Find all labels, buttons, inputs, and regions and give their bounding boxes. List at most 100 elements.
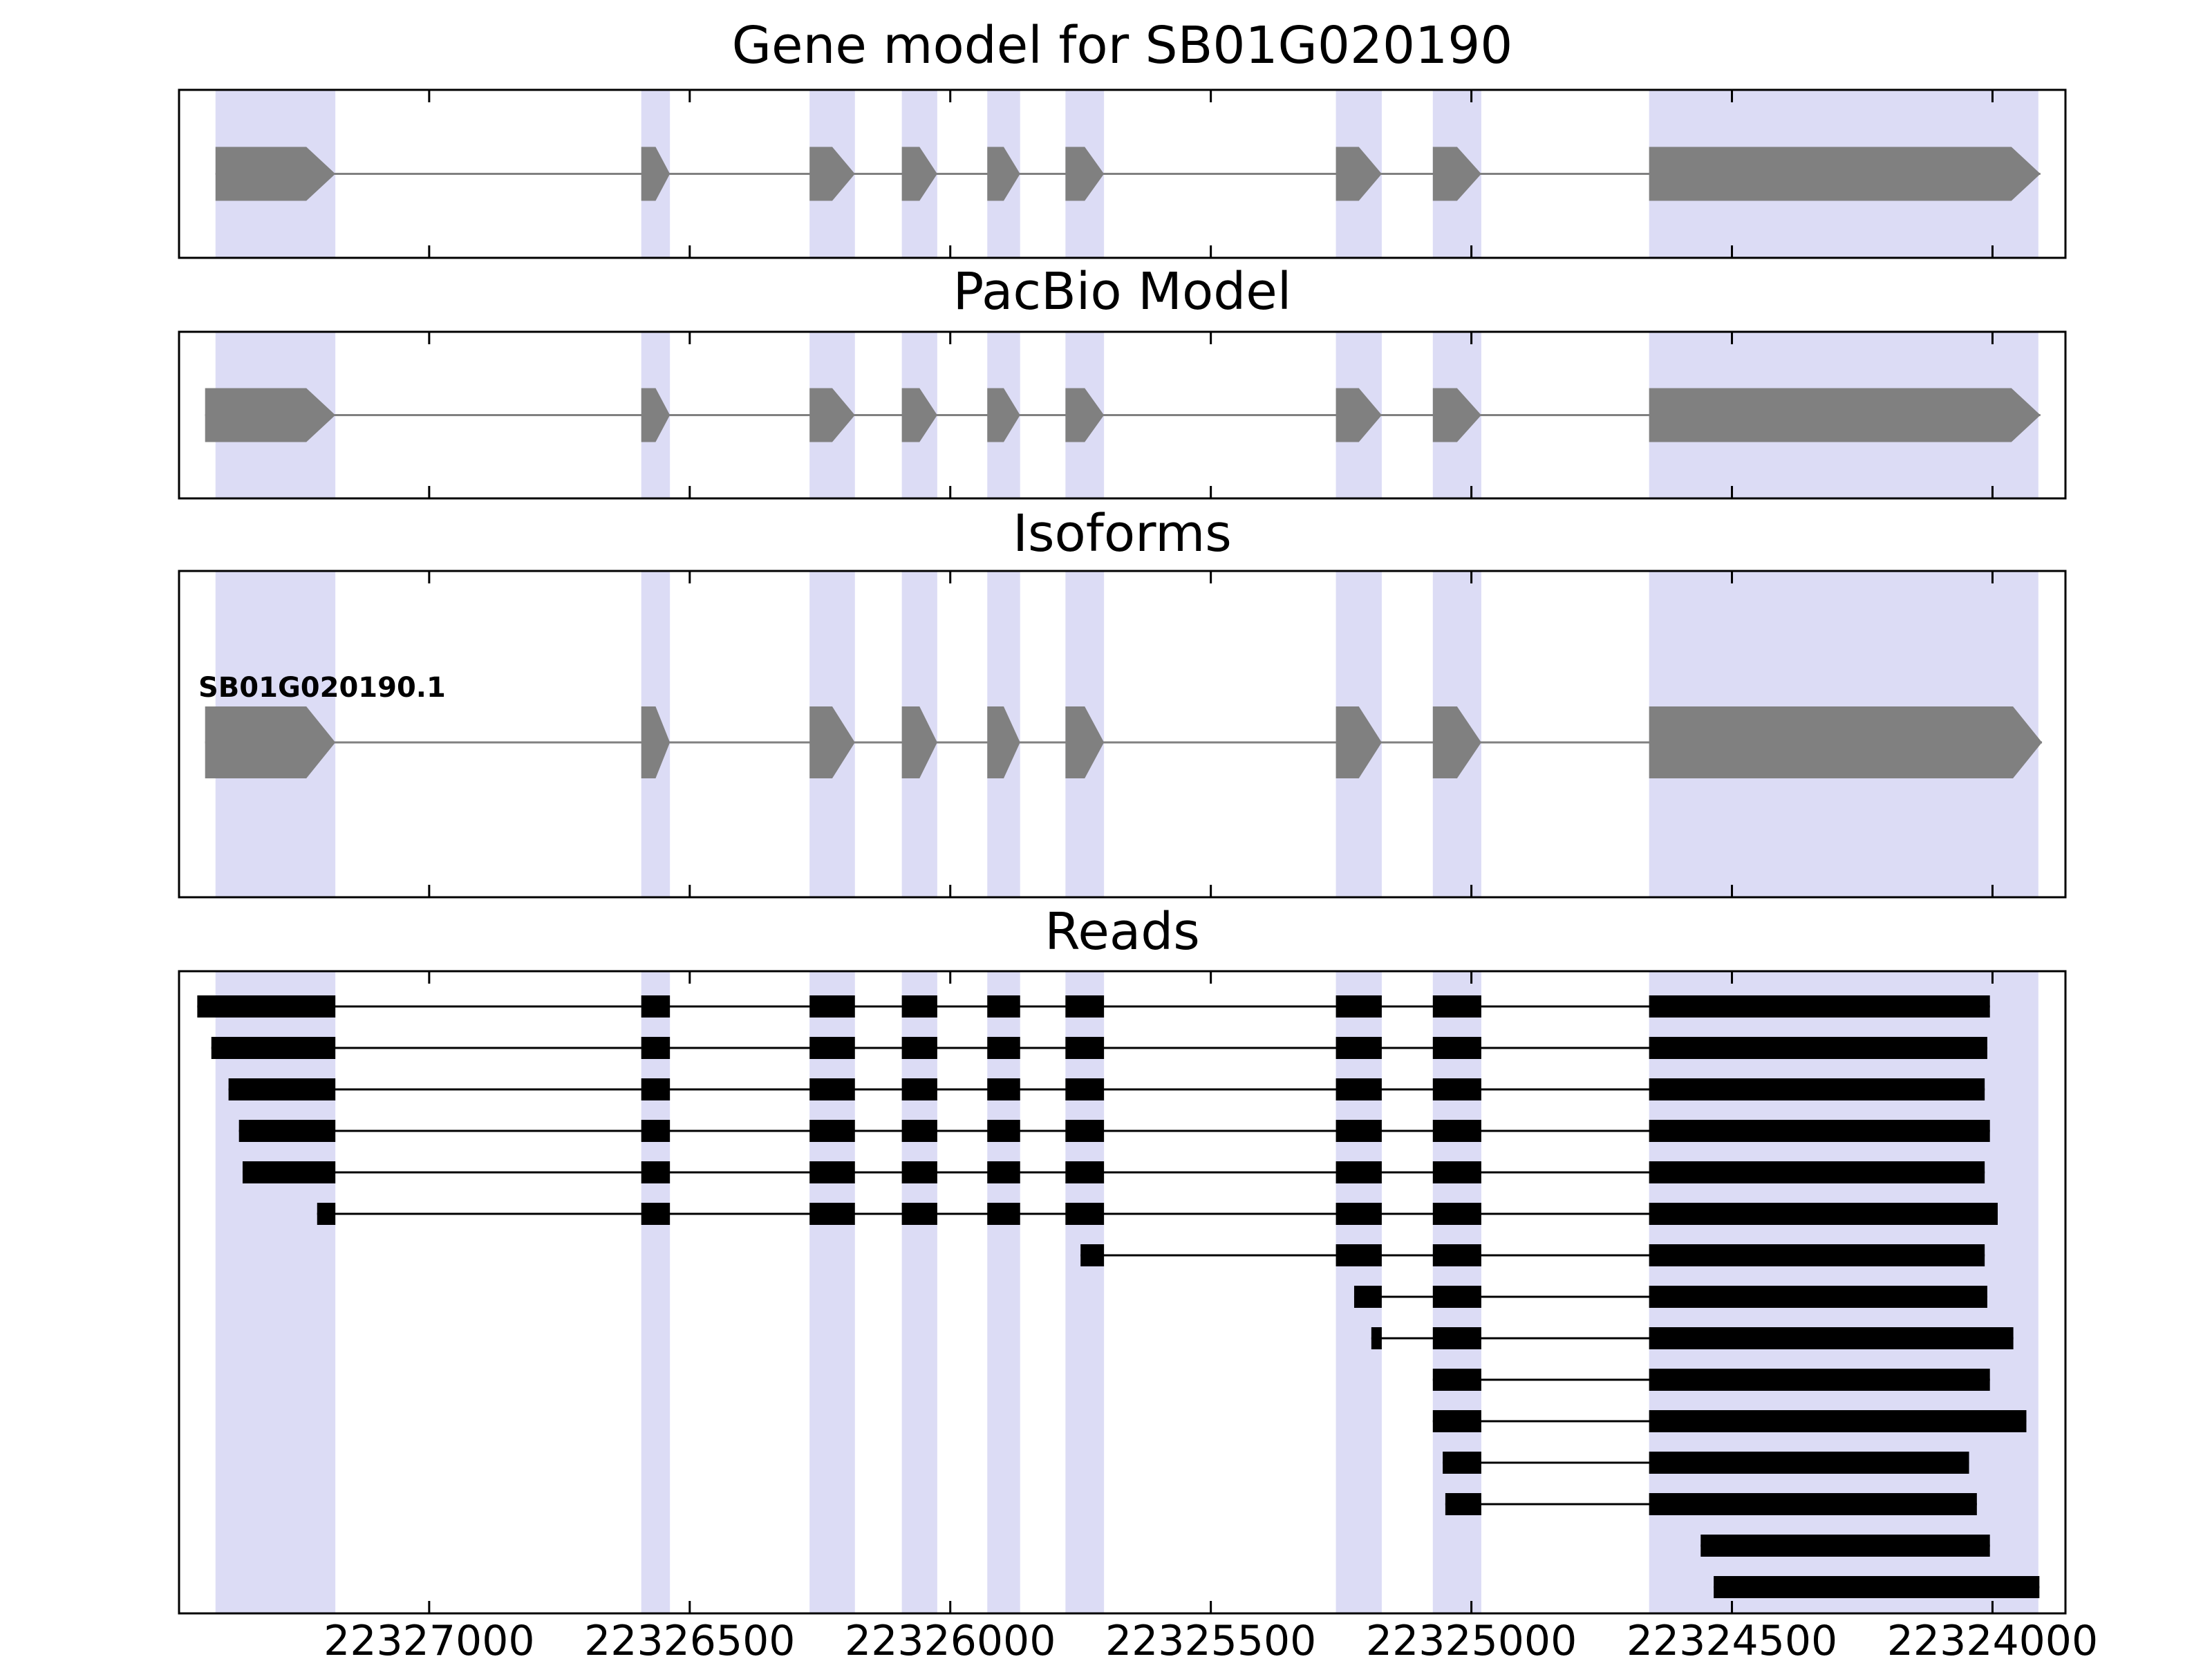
exon-arrow (205, 388, 336, 442)
read-exon-block (1335, 1120, 1382, 1142)
read-exon-block (238, 1120, 336, 1142)
read-exon-block (1335, 1037, 1382, 1059)
exon-arrow (987, 706, 1020, 778)
read-exon-block (1065, 1161, 1105, 1183)
read-exon-block (901, 995, 937, 1018)
read-exon-block (1065, 1037, 1105, 1059)
read-exon-block (901, 1203, 937, 1225)
axis-tick-label: 22324500 (1627, 1617, 1837, 1659)
read-exon-block (641, 1037, 671, 1059)
read-exon-block (809, 1203, 855, 1225)
track-title-gene-model: Gene model for SB01G020190 (731, 16, 1513, 75)
axis-tick-label: 22325000 (1366, 1617, 1577, 1659)
read-exon-block (987, 1037, 1020, 1059)
read-exon-block (1649, 1203, 1998, 1225)
exon-arrow (809, 706, 855, 778)
read-exon-block (242, 1161, 336, 1183)
read-exon-block (1432, 1161, 1481, 1183)
read-exon-block (211, 1037, 336, 1059)
read-exon-block (1335, 1161, 1382, 1183)
read-exon-block (197, 995, 336, 1018)
exon-arrow (641, 706, 671, 778)
read-exon-block (1649, 1037, 1987, 1059)
exon-arrow (809, 147, 855, 201)
axis-tick-label: 22325500 (1105, 1617, 1316, 1659)
exon-arrow (1649, 706, 2043, 778)
read-exon-block (1432, 1286, 1481, 1308)
isoform-label: SB01G020190.1 (198, 672, 446, 704)
read-exon-block (1065, 1120, 1105, 1142)
read-exon-block (1432, 1410, 1481, 1432)
exon-highlight-band (215, 971, 336, 1613)
read-exon-block (1649, 1286, 1987, 1308)
read-exon-block (1649, 1369, 1990, 1391)
exon-arrow (1649, 147, 2041, 201)
exon-arrow (987, 147, 1020, 201)
read-exon-block (1065, 995, 1105, 1018)
read-exon-block (1335, 1078, 1382, 1100)
read-exon-block (1649, 995, 1990, 1018)
exon-arrow (1432, 147, 1481, 201)
read-exon-block (1080, 1244, 1105, 1266)
read-exon-block (641, 1203, 671, 1225)
read-exon-block (1432, 1369, 1481, 1391)
read-exon-block (1649, 1327, 2014, 1349)
read-exon-block (1335, 1244, 1382, 1266)
track-title-isoforms: Isoforms (1013, 504, 1232, 563)
exon-arrow (1649, 388, 2041, 442)
exon-arrow (1335, 388, 1382, 442)
exon-arrow (641, 147, 671, 201)
track-title-reads: Reads (1044, 902, 1200, 962)
exon-arrow (987, 388, 1020, 442)
read-exon-block (1335, 995, 1382, 1018)
read-exon-block (1649, 1161, 1985, 1183)
read-exon-block (901, 1078, 937, 1100)
read-exon-block (641, 1078, 671, 1100)
read-exon-block (987, 1120, 1020, 1142)
read-exon-block (641, 1120, 671, 1142)
read-exon-block (1335, 1203, 1382, 1225)
read-exon-block (809, 1078, 855, 1100)
read-exon-block (1714, 1576, 2040, 1598)
read-exon-block (809, 1120, 855, 1142)
read-exon-block (641, 1161, 671, 1183)
axis-tick-label: 22327000 (324, 1617, 534, 1659)
read-exon-block (809, 1037, 855, 1059)
exon-arrow (901, 388, 937, 442)
exon-arrow (1065, 388, 1105, 442)
read-exon-block (1443, 1452, 1481, 1474)
read-exon-block (1649, 1493, 1977, 1515)
read-exon-block (1700, 1535, 1990, 1557)
exon-highlight-band (901, 971, 937, 1613)
axis-tick-label: 22326500 (584, 1617, 795, 1659)
exon-arrow (205, 706, 336, 778)
read-exon-block (987, 1203, 1020, 1225)
read-exon-block (809, 1161, 855, 1183)
exon-arrow (1065, 706, 1105, 778)
read-exon-block (228, 1078, 336, 1100)
panel-border (178, 330, 2067, 500)
read-exon-block (901, 1037, 937, 1059)
track-title-pacbio-model: PacBio Model (953, 262, 1292, 321)
read-exon-block (987, 995, 1020, 1018)
panel-border (178, 570, 2067, 899)
exon-highlight-band (641, 971, 671, 1613)
read-exon-block (1649, 1410, 2027, 1432)
exon-arrow (215, 147, 336, 201)
exon-highlight-band (987, 971, 1020, 1613)
read-exon-block (1649, 1452, 1969, 1474)
read-exon-block (1432, 995, 1481, 1018)
read-exon-block (1432, 1078, 1481, 1100)
panel-border (178, 970, 2067, 1615)
read-exon-block (1432, 1244, 1481, 1266)
exon-arrow (1335, 706, 1382, 778)
read-exon-block (901, 1161, 937, 1183)
read-exon-block (317, 1203, 336, 1225)
read-exon-block (809, 995, 855, 1018)
exon-arrow (641, 388, 671, 442)
exon-arrow (809, 388, 855, 442)
panel-border (178, 88, 2067, 259)
read-exon-block (1649, 1244, 1985, 1266)
